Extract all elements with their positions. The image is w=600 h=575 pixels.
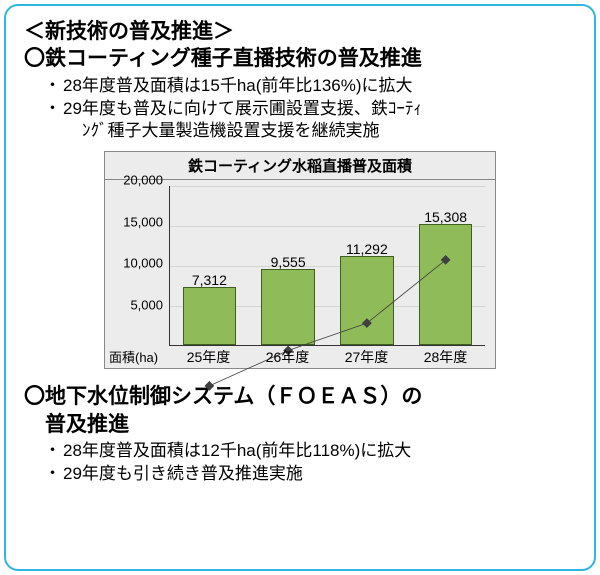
circle-bullet: 〇	[24, 383, 45, 438]
section1-bullet1: 28年度普及面積は15千ha(前年比136%)に拡大	[63, 75, 413, 98]
chart-bar-cell: 11,292	[328, 186, 407, 345]
chart-plot: 7,312 9,555 11,292 15,308	[169, 186, 485, 346]
chart-xlabel: 27年度	[327, 346, 406, 368]
chart-bar: 15,308	[419, 224, 473, 346]
section2-bullet1: 28年度普及面積は12千ha(前年比118%)に拡大	[63, 440, 411, 463]
main-frame: ＜新技術の普及推進＞ 〇 鉄コーティング種子直播技術の普及推進 ・ 28年度普及…	[4, 4, 596, 571]
dot-bullet: ・	[44, 98, 63, 121]
chart: 鉄コーティング水稲直播普及面積 5,00010,00015,00020,000 …	[104, 151, 496, 369]
chart-axis-label: 面積(ha)	[109, 347, 158, 366]
chart-bar-cell: 7,312	[170, 186, 249, 345]
chart-bar: 9,555	[261, 269, 315, 345]
section2-bullet2: 29年度も引き続き普及推進実施	[63, 463, 303, 486]
chart-bar: 7,312	[183, 287, 237, 345]
chart-yaxis: 5,00010,00015,00020,000	[105, 180, 169, 346]
chart-xlabel: 26年度	[248, 346, 327, 368]
section1-title-text: 鉄コーティング種子直播技術の普及推進	[45, 45, 422, 72]
section2-title: 〇 地下水位制御システム（ＦＯＥＡＳ）の 普及推進	[24, 383, 576, 438]
chart-bars: 7,312 9,555 11,292 15,308	[170, 186, 485, 345]
chart-xlabels: 25年度26年度27年度28年度	[169, 346, 485, 368]
chart-xlabel: 25年度	[169, 346, 248, 368]
chart-ytick: 20,000	[123, 173, 163, 188]
chart-ytick: 10,000	[123, 256, 163, 271]
section1-bullet2a: 29年度も普及に向けて展示圃設置支援、鉄ｺｰﾃｨ	[63, 98, 422, 121]
chart-bar-value: 15,308	[424, 209, 467, 225]
section2-bullets: ・ 28年度普及面積は12千ha(前年比118%)に拡大 ・ 29年度も引き続き…	[24, 440, 576, 486]
chart-bar-value: 7,312	[192, 272, 227, 288]
section2-title-line2: 普及推進	[45, 413, 129, 436]
chart-ytick: 15,000	[123, 214, 163, 229]
chart-bar-value: 9,555	[271, 254, 306, 270]
section1-bullets: ・ 28年度普及面積は15千ha(前年比136%)に拡大 ・ 29年度も普及に向…	[24, 75, 576, 144]
chart-box: 5,00010,00015,00020,000 7,3129,55511,292…	[104, 179, 496, 369]
dot-bullet: ・	[44, 463, 63, 486]
chart-bar-cell: 9,555	[249, 186, 328, 345]
chart-bar-cell: 15,308	[406, 186, 485, 345]
chart-ytick: 5,000	[130, 297, 163, 312]
page-header: ＜新技術の普及推進＞	[24, 18, 576, 45]
section1-title: 〇 鉄コーティング種子直播技術の普及推進	[24, 45, 576, 72]
section1-bullet2b: ﾝｸﾞ種子大量製造機設置支援を継続実施	[44, 120, 576, 143]
chart-bar-value: 11,292	[346, 241, 388, 257]
dot-bullet: ・	[44, 75, 63, 98]
chart-xlabel: 28年度	[406, 346, 485, 368]
chart-bar: 11,292	[340, 256, 394, 346]
dot-bullet: ・	[44, 440, 63, 463]
section2-title-line1: 地下水位制御システム（ＦＯＥＡＳ）の	[45, 385, 422, 408]
circle-bullet: 〇	[24, 45, 45, 72]
